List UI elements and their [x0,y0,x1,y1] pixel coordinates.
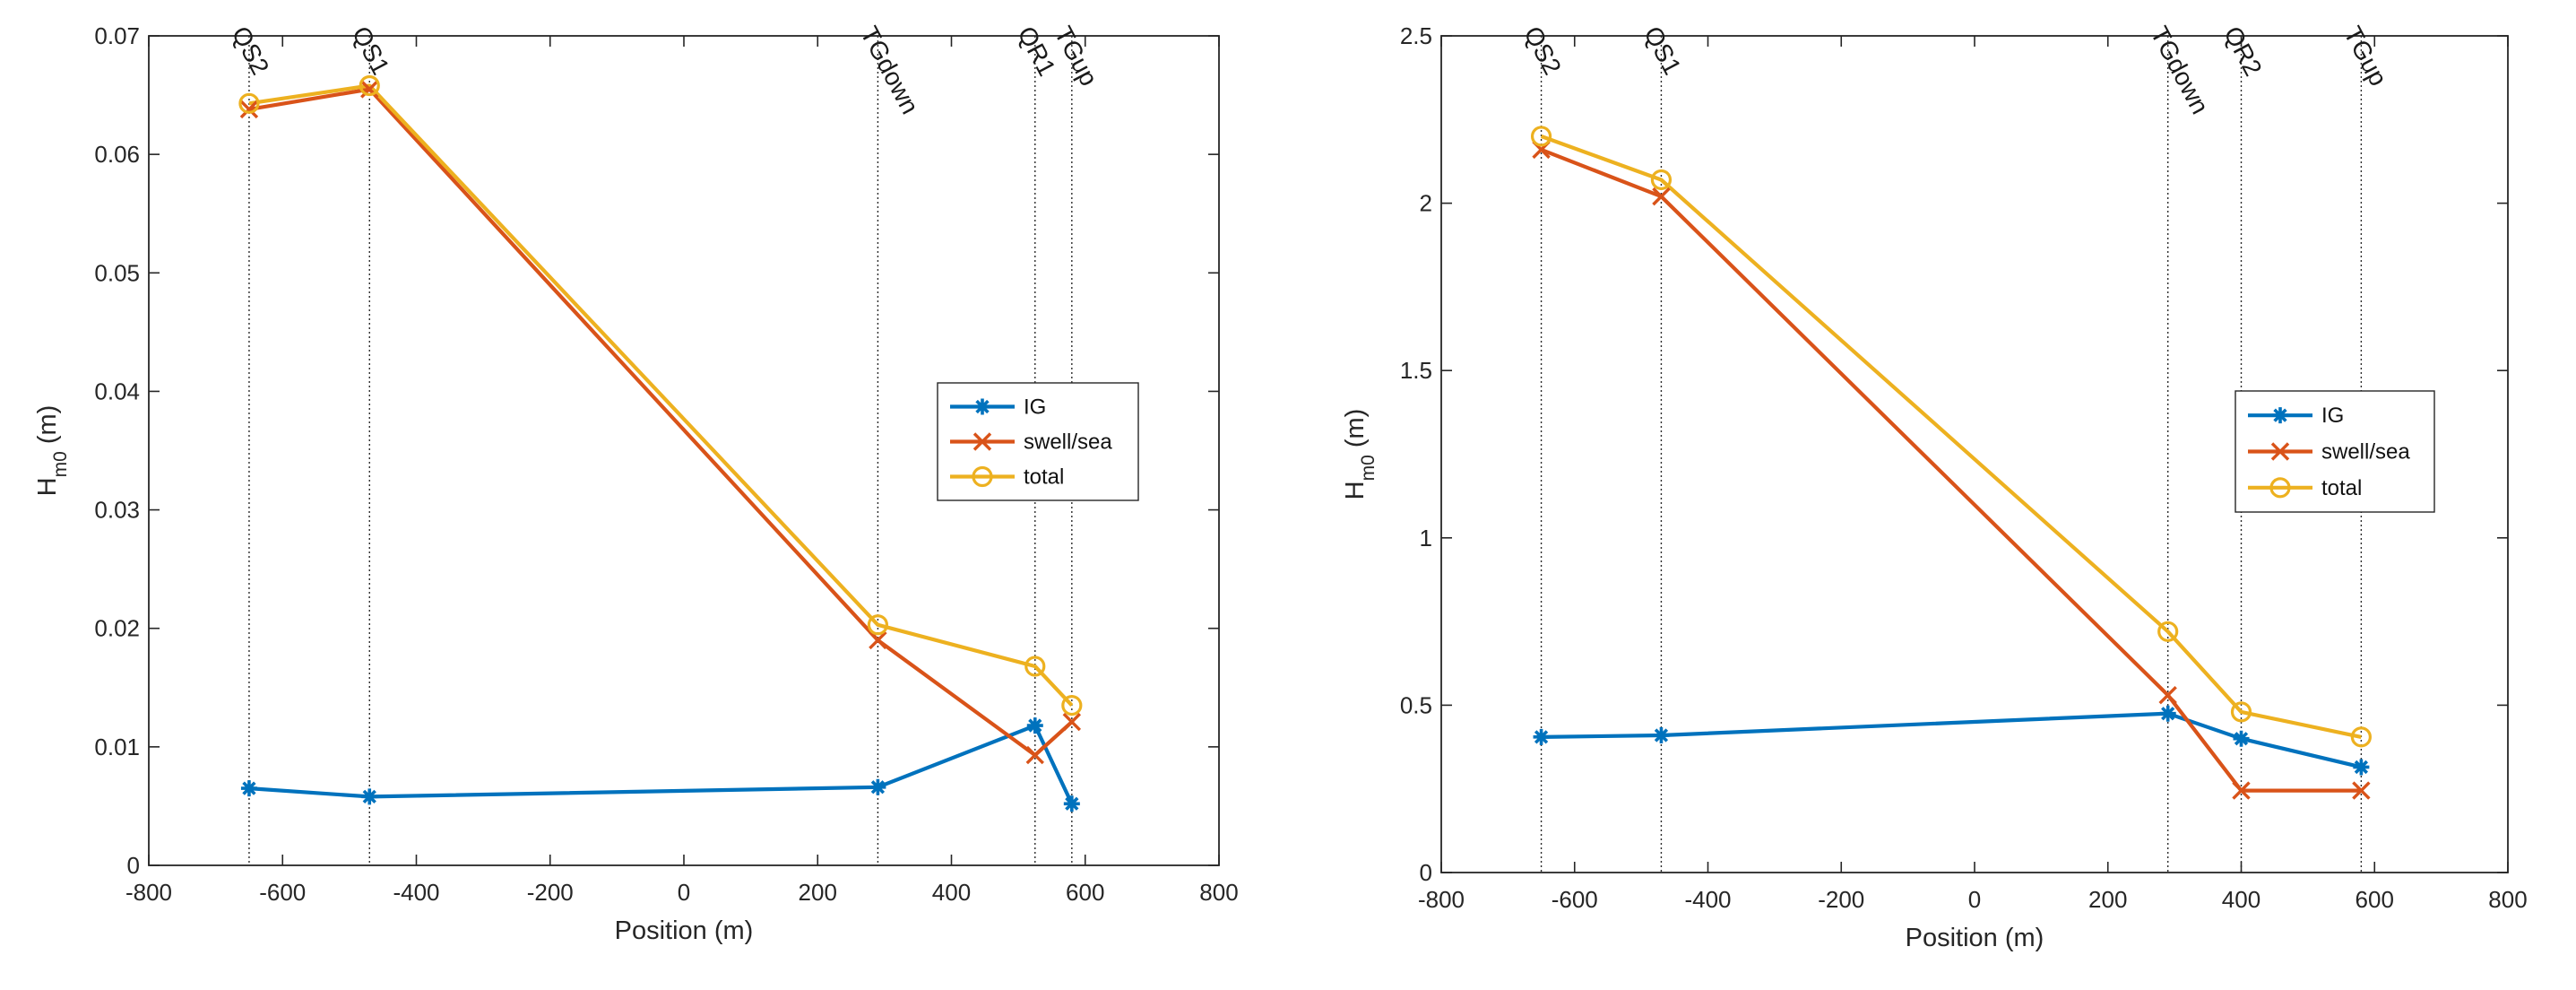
chart-1-ytick-label-4: 0.04 [94,378,140,404]
chart-1-ytick-label-3: 0.03 [94,497,140,524]
chart-2-series-1-point-2 [2158,686,2177,705]
chart-1-series-0-point-2 [869,778,886,795]
chart-2-y-axis-title-main: H [1341,481,1370,499]
chart-1-legend-label-0: IG [1024,395,1046,420]
chart-1-ytick-label-5: 0.05 [94,259,140,286]
chart-1-series-2-point-4 [1061,695,1083,716]
chart-2-xtick-label-1: -600 [1552,886,1598,913]
chart-2-series-0-point-2 [2159,705,2176,722]
chart-2-series-0-point-0 [1533,728,1550,745]
chart-2-y-axis-title: Hm0 (m) [1341,409,1379,500]
chart-1-x-axis-title: Position (m) [615,916,754,945]
chart-2-legend-label-0: IG [2321,404,2344,428]
chart-1-y-axis-title-unit: (m) [33,405,62,452]
chart-1-series-1-point-4 [1062,712,1082,732]
chart-2-xtick-label-7: 600 [2356,886,2394,913]
chart-2-legend-label-1: swell/sea [2321,440,2410,465]
chart-2-y-axis-title-sub: m0 [1358,455,1379,481]
chart-2: -800 -600 -400 -200 0 200 400 600 800 0 0.5 1 1.5 2 2.… [1341,22,2528,952]
chart-2-series-2-point-0 [1530,126,1552,147]
chart-2-series-2-point-2 [2157,621,2179,642]
chart-2-x-axis-title: Position (m) [1906,924,2044,952]
chart-2-xtick-label-2: -400 [1684,886,1731,913]
chart-2-xtick-label-3: -200 [1818,886,1864,913]
chart-1-series-0-point-0 [240,780,257,797]
chart-1-series-1-point-0 [239,100,259,119]
chart-1-series-0-point-4 [1063,795,1080,812]
chart-2-series-line-2 [1540,135,2362,739]
chart-1-legend-marker-1 [972,432,992,451]
chart-1-xtick-label-4: 0 [678,879,690,906]
chart-1-legend-label-1: swell/sea [1024,430,1112,455]
chart-1-series-1-point-1 [360,80,379,99]
chart-2-legend-marker-1 [2270,442,2290,461]
chart-1-ytick-label-0: 0 [127,852,140,879]
chart-1-y-axis-title-main: H [33,477,62,496]
chart-1-series-2-point-1 [359,74,380,97]
chart-2-legend-label-2: total [2321,476,2362,500]
chart-2-xtick-label-6: 400 [2222,886,2260,913]
chart-1-series-1-point-2 [869,630,887,650]
chart-2-ytick-label-3: 1.5 [1400,357,1432,384]
chart-1: -800 -600 -400 -200 0 200 400 600 800 0 0.01 0.02 0.… [33,22,1239,945]
chart-1-series-0-point-3 [1026,717,1043,734]
chart-1-xtick-label-5: 200 [799,879,837,906]
chart-2-y-axis-title-unit: (m) [1341,409,1370,456]
chart-2-ytick-label-4: 2 [1420,190,1432,217]
chart-2-legend-marker-2 [2269,477,2291,499]
chart-2-ytick-label-0: 0 [1420,859,1432,886]
chart-2-series-0-point-1 [1653,726,1670,743]
chart-1-y-axis-title: Hm0 (m) [33,405,71,497]
chart-2-series-0-point-4 [2353,759,2370,776]
chart-2-xtick-label-5: 200 [2088,886,2127,913]
chart-2-series-2-point-3 [2230,701,2252,723]
chart-1-xtick-label-8: 800 [1199,879,1238,906]
chart-2-xtick-label-0: -800 [1418,886,1465,913]
chart-1-series-0-point-1 [361,788,378,805]
chart-1-series-line-2 [248,83,1074,708]
chart-2-ytick-label-5: 2.5 [1400,22,1432,49]
chart-1-ytick-label-6: 0.06 [94,141,140,168]
chart-2-legend: IG swell/sea total [2235,390,2435,513]
chart-2-series-2-point-4 [2350,726,2372,748]
chart-2-ytick-label-2: 1 [1420,525,1432,551]
chart-2-legend-marker-0 [2272,407,2288,424]
chart-2-ytick-label-1: 0.5 [1400,691,1432,718]
chart-1-series-2-point-0 [238,92,260,114]
chart-2-series-1-point-3 [2232,781,2251,800]
chart-1-xtick-label-3: -200 [527,879,574,906]
chart-1-series-2-point-3 [1024,656,1046,677]
chart-2-xtick-label-8: 800 [2488,886,2527,913]
chart-1-xtick-label-0: -800 [125,879,172,906]
chart-1-xtick-label-1: -600 [259,879,306,906]
chart-1-ytick-label-7: 0.07 [94,22,140,49]
chart-1-ytick-label-2: 0.02 [94,615,140,642]
chart-2-series-0-point-3 [2233,730,2250,747]
chart-1-series-1-point-3 [1025,745,1044,765]
chart-1-xtick-label-2: -400 [393,879,439,906]
chart-1-legend-marker-2 [972,465,993,488]
chart-1-ytick-label-1: 0.01 [94,734,140,760]
chart-1-y-axis-title-sub: m0 [50,451,71,477]
chart-1-series-2-point-2 [867,614,889,636]
chart-2-xtick-label-4: 0 [1968,886,1981,913]
chart-2-series-2-point-1 [1650,169,1673,191]
chart-1-legend: IG swell/sea total [937,382,1139,501]
chart-1-xtick-label-7: 600 [1066,879,1104,906]
chart-1-legend-marker-0 [974,398,990,415]
chart-2-series-1-point-1 [1652,187,1671,206]
chart-2-series-1-point-4 [2352,781,2371,800]
chart-1-xtick-label-6: 400 [932,879,971,906]
chart-1-legend-label-2: total [1024,465,1064,490]
